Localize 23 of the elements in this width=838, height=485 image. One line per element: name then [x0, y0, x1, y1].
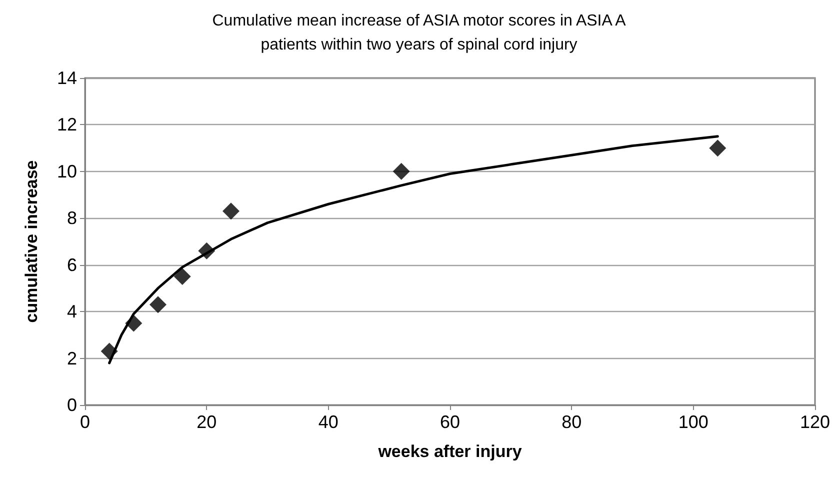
point	[222, 202, 240, 220]
x-tick-label: 80	[562, 412, 582, 432]
y-tick-label: 6	[66, 254, 77, 275]
y-tick-label: 2	[66, 348, 77, 368]
x-tick-label: 60	[440, 412, 460, 432]
x-tick-label: 120	[800, 412, 830, 432]
point	[150, 296, 166, 314]
x-axis-title: weeks after injury	[377, 442, 522, 461]
x-tick-label: 100	[678, 412, 708, 432]
y-tick-label: 0	[66, 395, 77, 415]
x-tick-label: 20	[196, 412, 217, 432]
y-tick-label: 14	[56, 68, 77, 88]
x-tick-label: 40	[318, 412, 338, 432]
point	[392, 162, 410, 180]
point	[709, 140, 726, 157]
point	[174, 268, 191, 286]
y-tick-label: 8	[66, 208, 77, 228]
y-tick-label: 10	[56, 161, 77, 182]
chart-title: Cumulative mean increase of ASIA motor scores in ASIA A patients within two years of spinal cord injury	[212, 12, 626, 54]
y-tick-label: 4	[66, 302, 77, 322]
y-axis-title: cumulative increase	[22, 160, 41, 323]
y-tick-label: 12	[56, 114, 77, 135]
x-tick-label: 0	[80, 412, 90, 432]
